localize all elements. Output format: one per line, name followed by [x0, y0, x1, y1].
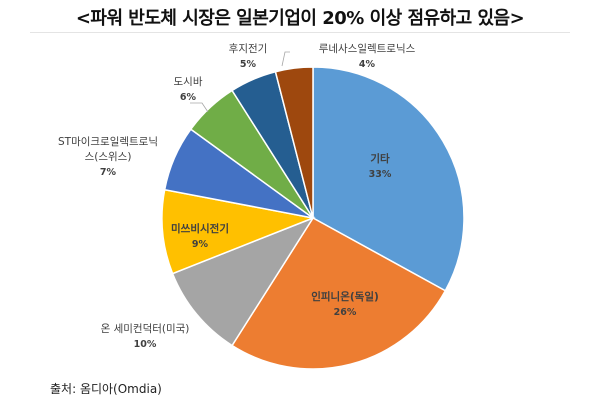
label-mitsubishi-name: 미쓰비시전기: [171, 223, 229, 235]
label-onsemi-name: 온 세미컨덕터(미국): [100, 323, 190, 335]
label-infineon-pct: 26%: [333, 307, 357, 318]
chart-title: <파워 반도체 시장은 일본기업이 20% 이상 점유하고 있음>: [75, 8, 525, 29]
label-mitsubishi: 미쓰비시전기 9%: [160, 222, 240, 252]
label-st-name: ST마이크로일렉트로닉: [57, 136, 159, 148]
label-infineon-name: 인피니온(독일): [311, 291, 379, 303]
label-fuji-pct: 5%: [239, 59, 257, 70]
label-st-pct: 7%: [99, 167, 117, 178]
pie-slice: [171, 216, 315, 347]
label-toshiba: 도시바 6%: [158, 75, 218, 105]
label-mitsubishi-pct: 9%: [191, 239, 209, 250]
label-onsemi: 온 세미컨덕터(미국) 10%: [75, 322, 215, 352]
label-others: 기타 33%: [345, 152, 415, 182]
leader-line-toshiba: [190, 102, 209, 113]
label-st-name2: 스(스위스): [84, 151, 132, 163]
label-others-pct: 33%: [368, 169, 392, 180]
label-renesas-name: 루네사스일렉트로닉스: [318, 43, 416, 55]
label-fuji-name: 후지전기: [228, 43, 268, 55]
label-renesas: 루네사스일렉트로닉스 4%: [292, 42, 442, 72]
label-onsemi-pct: 10%: [133, 339, 157, 350]
pie-slice: [231, 217, 447, 370]
source-note: 출처: 옴디아(Omdia): [50, 382, 162, 396]
leader-line-renesas: [281, 51, 290, 67]
title-divider: [30, 32, 570, 33]
label-st: ST마이크로일렉트로닉 스(스위스) 7%: [38, 135, 178, 180]
label-toshiba-pct: 6%: [179, 92, 197, 103]
leader-lines: [190, 51, 290, 113]
label-infineon: 인피니온(독일) 26%: [285, 290, 405, 320]
label-fuji: 후지전기 5%: [218, 42, 278, 72]
pie-slice: [161, 188, 316, 275]
label-renesas-pct: 4%: [358, 59, 376, 70]
pie-slices: [161, 66, 465, 370]
label-toshiba-name: 도시바: [173, 76, 203, 88]
pie-slice: [312, 66, 465, 292]
pie-slice: [274, 66, 314, 219]
label-others-name: 기타: [370, 153, 390, 165]
